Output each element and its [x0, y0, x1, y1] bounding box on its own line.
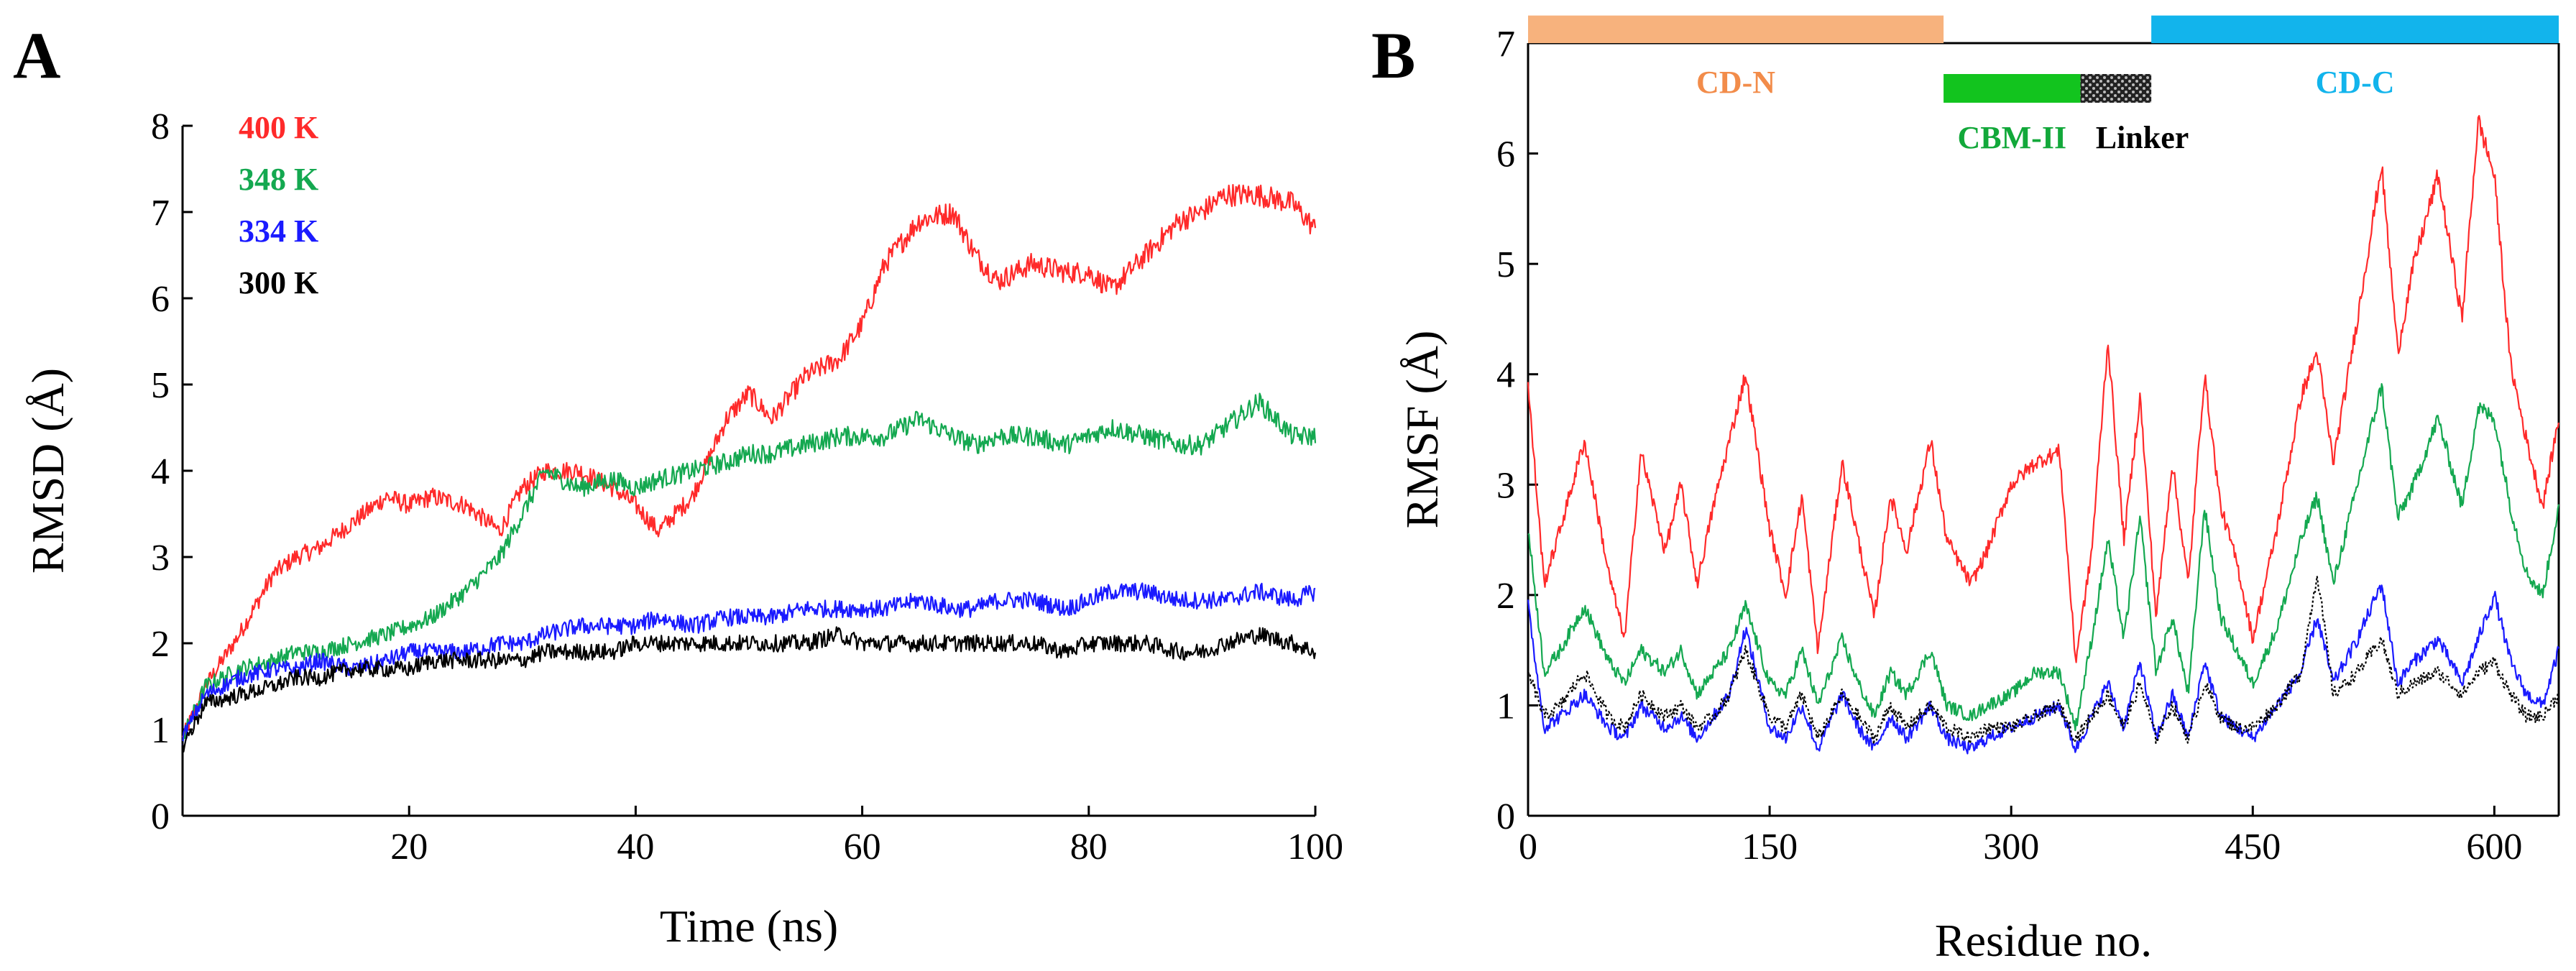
x-axis-title: Residue no. — [1935, 915, 2152, 966]
series-line-2 — [1527, 584, 2559, 755]
y-tick-label: 6 — [151, 279, 170, 320]
y-tick-label: 5 — [151, 365, 170, 406]
panel-label-a: A — [13, 19, 60, 92]
domain-bar-linker — [2080, 74, 2152, 103]
y-axis-title: RMSF (Å) — [1397, 331, 1448, 529]
domain-label-linker: Linker — [2096, 120, 2189, 155]
x-tick-label: 60 — [844, 827, 881, 868]
y-tick-label: 7 — [1496, 24, 1515, 65]
y-tick-label: 0 — [1496, 796, 1515, 837]
y-tick-label: 1 — [1496, 686, 1515, 727]
y-tick-label: 8 — [151, 106, 170, 147]
x-tick-label: 80 — [1070, 827, 1108, 868]
y-tick-label: 2 — [151, 624, 170, 665]
x-tick-label: 100 — [1287, 827, 1343, 868]
legend-entry: 400 K — [239, 110, 318, 145]
x-tick-label: 150 — [1742, 827, 1798, 868]
series-line-3 — [1527, 575, 2559, 745]
y-tick-label: 5 — [1496, 244, 1515, 285]
x-tick-label: 600 — [2466, 827, 2522, 868]
panel-label-b: B — [1371, 19, 1415, 92]
rmsf-chart: 0 1 2 3 4 5 6 7 0 150 300 450 600 Residue no. RMSF (Å)… — [1397, 15, 2560, 966]
y-axis-title: RMSD (Å) — [22, 368, 73, 574]
domain-bar-cbm-ii — [1944, 74, 2081, 103]
series-line-1 — [1527, 382, 2560, 732]
y-tick-label: 2 — [1496, 576, 1515, 617]
series-line-1 — [181, 392, 1317, 745]
domain-label-cd-n: CD-N — [1696, 65, 1775, 100]
legend-entry: 348 K — [239, 162, 318, 197]
domain-label-cbm-ii: CBM-II — [1958, 120, 2067, 155]
domain-bar-cd-n — [1528, 15, 1944, 43]
y-tick-label: 3 — [151, 538, 170, 579]
rmsd-chart: 0 1 2 3 4 5 6 7 8 20 40 60 80 100 Time (ns) RMSD (Å) 400… — [22, 106, 1343, 952]
domain-label-cd-c: CD-C — [2316, 65, 2395, 100]
y-tick-label: 3 — [1496, 465, 1515, 506]
series-line-0 — [181, 184, 1317, 740]
y-tick-label: 1 — [151, 710, 170, 751]
x-tick-label: 40 — [617, 827, 654, 868]
x-tick-label: 450 — [2225, 827, 2281, 868]
series-line-3 — [181, 626, 1317, 753]
x-axis-title: Time (ns) — [660, 901, 838, 952]
x-tick-label: 0 — [1519, 827, 1537, 868]
domain-bar-cd-c — [2151, 15, 2559, 43]
series-line-2 — [181, 582, 1316, 746]
y-tick-label: 4 — [1496, 355, 1515, 396]
legend-entry: 300 K — [239, 265, 318, 300]
x-tick-label: 300 — [1983, 827, 2039, 868]
x-tick-label: 20 — [390, 827, 428, 868]
y-tick-label: 4 — [151, 451, 170, 492]
series-line-0 — [1527, 115, 2560, 663]
y-tick-label: 7 — [151, 193, 170, 234]
legend-entry: 334 K — [239, 213, 318, 249]
y-tick-label: 6 — [1496, 134, 1515, 175]
y-tick-label: 0 — [151, 796, 170, 837]
